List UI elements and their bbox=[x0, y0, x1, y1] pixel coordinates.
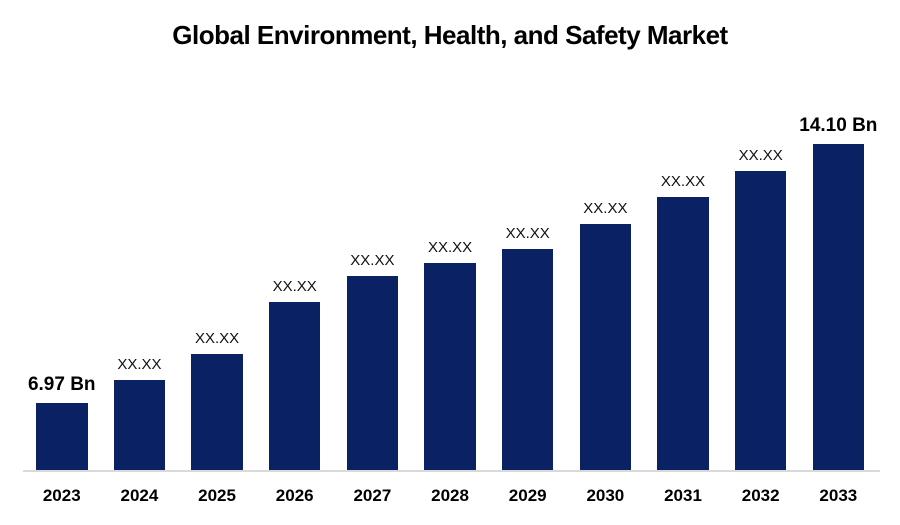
bar-2030 bbox=[579, 224, 632, 470]
bar-value-label-2033: 14.10 Bn bbox=[799, 115, 878, 136]
bar-value-label-2025: XX.XX bbox=[194, 330, 240, 347]
x-axis-label-2033: 2033 bbox=[819, 486, 858, 505]
bar-value-label-2031: XX.XX bbox=[660, 173, 706, 190]
bar-2028 bbox=[424, 263, 476, 470]
bar-2025 bbox=[191, 354, 243, 470]
bar-2023 bbox=[36, 403, 88, 470]
x-axis-label-2032: 2032 bbox=[741, 486, 780, 505]
bar-value-label-2026: XX.XX bbox=[272, 278, 317, 295]
bar-2031 bbox=[657, 197, 709, 470]
x-axis-label-2030: 2030 bbox=[586, 486, 625, 505]
x-axis-label-2027: 2027 bbox=[353, 486, 392, 505]
x-axis-label-2026: 2026 bbox=[275, 486, 314, 505]
x-axis-label-2024: 2024 bbox=[120, 486, 159, 505]
bar-2029 bbox=[501, 249, 554, 470]
bar-value-label-2032: XX.XX bbox=[738, 147, 783, 164]
x-axis-label-2023: 2023 bbox=[42, 486, 81, 505]
bar-2032 bbox=[734, 171, 787, 470]
bar-2033 bbox=[812, 144, 865, 470]
bar-value-label-2027: XX.XX bbox=[350, 252, 395, 269]
x-axis-label-2028: 2028 bbox=[431, 486, 469, 505]
bar-value-label-2024: XX.XX bbox=[117, 356, 162, 373]
bar-value-label-2030: XX.XX bbox=[583, 200, 628, 217]
x-axis-line bbox=[23, 470, 880, 472]
bar-2024 bbox=[113, 380, 166, 470]
bar-value-label-2028: XX.XX bbox=[427, 239, 473, 256]
chart-title: Global Environment, Health, and Safety M… bbox=[172, 20, 728, 50]
x-axis-label-2025: 2025 bbox=[198, 486, 236, 505]
bar-2026 bbox=[268, 302, 321, 470]
bar-2027 bbox=[346, 276, 399, 470]
bar-value-label-2023: 6.97 Bn bbox=[27, 374, 96, 395]
bar-value-label-2029: XX.XX bbox=[505, 225, 550, 242]
x-axis-label-2031: 2031 bbox=[664, 486, 702, 505]
x-axis-label-2029: 2029 bbox=[508, 486, 547, 505]
